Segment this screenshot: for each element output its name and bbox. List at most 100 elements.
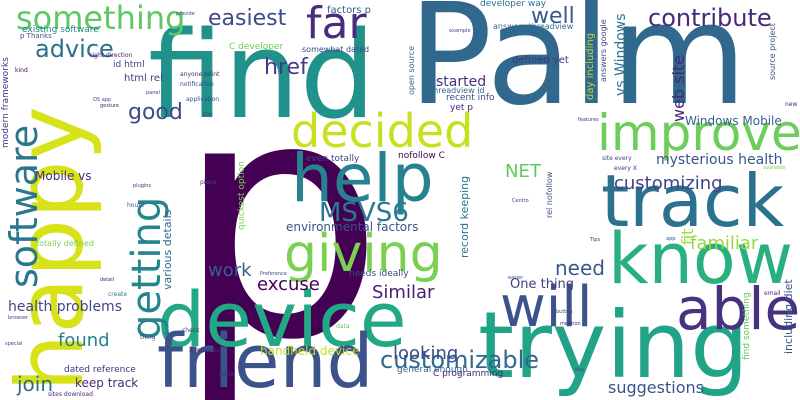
word-gesture: gesture	[100, 103, 120, 109]
word-features: features	[578, 117, 599, 123]
word-started: started	[436, 74, 487, 90]
word-help: help	[291, 140, 434, 217]
word-answers-threadview: answers threadview	[493, 22, 574, 31]
word-palm: Palm	[408, 0, 748, 137]
word-top: top	[203, 111, 213, 118]
word-work: work	[208, 260, 252, 281]
word-know: know	[608, 218, 793, 300]
word-c-programming: C programming	[433, 369, 504, 379]
word-mysterious-health: mysterious health	[656, 152, 783, 168]
word-os-app: OS app	[93, 97, 112, 103]
word-advice: advice	[35, 35, 114, 63]
word-developer-way: developer way	[480, 0, 547, 9]
word-yet-p: yet p	[450, 103, 473, 113]
word-one-thing: One thing	[510, 277, 575, 292]
word-looking: looking	[393, 343, 459, 364]
word-button: button	[556, 309, 573, 315]
word-environmental-factors: environmental factors	[286, 220, 419, 234]
word-factors-p: factors p	[327, 5, 372, 16]
word-far: far	[306, 0, 367, 49]
word-app: app	[666, 236, 676, 242]
word-threadview-id: threadview id	[430, 86, 485, 95]
word-dated-reference: dated reference	[64, 365, 136, 375]
word-track: track	[601, 159, 785, 243]
word-friend: friend	[157, 319, 374, 400]
word-provide: provide	[176, 11, 195, 17]
word-device: device	[157, 275, 407, 364]
word-easiest: easiest	[208, 6, 287, 31]
word-day: day	[575, 367, 585, 373]
word-nofollow-c: nofollow C	[398, 151, 445, 161]
word-windows-mobile: Windows Mobile	[685, 114, 782, 128]
word-email: email	[764, 290, 781, 297]
word-able: able	[676, 275, 800, 343]
word-site-every: site every	[602, 155, 632, 162]
word-health-problems: health problems	[8, 299, 122, 315]
word-anyone-point: anyone point	[180, 71, 220, 78]
word-totally-defined: totally defined	[36, 239, 94, 248]
word-special: special	[5, 341, 23, 347]
word-detail: detail	[100, 277, 115, 283]
word-record-keeping: record keeping	[458, 175, 471, 258]
word-source-project: source project	[768, 23, 777, 80]
word-modern-frameworks: modern frameworks	[1, 57, 11, 148]
word-find: find	[148, 7, 376, 146]
word-notification: notification	[180, 81, 214, 88]
word-available: available	[763, 165, 786, 171]
word-hours: hours	[127, 202, 144, 209]
word-familiar: familiar	[690, 233, 759, 254]
word-check: check	[182, 327, 200, 334]
word-improve: improve	[597, 104, 800, 162]
word-contribute: contribute	[648, 4, 772, 32]
word-well: well	[531, 4, 575, 29]
word-msvs6: MSVS6	[319, 198, 409, 228]
word-answers-google: answers google	[599, 19, 608, 82]
word-c-developer: C developer	[229, 42, 284, 52]
word-browser: browser	[8, 315, 29, 321]
word-recent-info: recent info	[446, 93, 495, 103]
word-html-rel: html rel	[124, 73, 163, 84]
word-create: create	[108, 291, 128, 298]
word-mobile-vs: Mobile vs	[35, 169, 92, 183]
word-software: software	[2, 124, 46, 288]
word-panel: panel	[146, 90, 160, 96]
word-done: done	[219, 371, 234, 378]
word-web-site: web site	[669, 54, 688, 122]
word-customizing: customizing	[614, 173, 723, 194]
word-right-direction: right direction	[90, 52, 133, 59]
word-new: new	[785, 101, 798, 108]
word-various-details: various details	[161, 209, 174, 290]
word-something: something	[16, 0, 186, 37]
word-tips: Tips	[590, 237, 601, 243]
word-similar: Similar	[372, 282, 435, 303]
word-net: NET	[505, 161, 541, 182]
word-id-html: id html	[113, 60, 145, 70]
word-handheld-device: handheld device	[260, 344, 360, 358]
word-join: join	[17, 372, 54, 396]
word-plugins: plugins	[133, 183, 152, 189]
word-day-including: day including	[585, 32, 596, 100]
word-example: example	[449, 28, 471, 34]
word-application: application	[186, 96, 220, 103]
word-needs-ideally: needs ideally	[349, 269, 409, 279]
word-excuse: excuse	[257, 274, 320, 295]
word-p-thanks: p Thanks	[20, 32, 52, 40]
word-mention: mention	[560, 321, 581, 327]
word-preference: Preference	[260, 271, 287, 277]
word-suggestions: suggestions	[608, 378, 704, 397]
word-open-source: open source	[407, 45, 416, 95]
word-keep-track: keep track	[75, 376, 139, 390]
word-quickest-option: quickest option	[237, 161, 247, 230]
word-data: data	[336, 323, 350, 330]
word-need: need	[555, 256, 605, 280]
word-piece: piece	[200, 179, 217, 186]
word-somewhat-dated: somewhat dated	[302, 45, 370, 54]
word-including-diet: including diet	[782, 279, 795, 354]
word-x-minutes: X minutes	[189, 347, 220, 354]
word-trying: trying	[478, 292, 749, 399]
word-defined-yet: defined yet	[512, 55, 569, 66]
word-customizable: customizable	[380, 346, 540, 374]
word-centro: Centro	[512, 198, 529, 204]
word-decided: decided	[291, 104, 474, 158]
